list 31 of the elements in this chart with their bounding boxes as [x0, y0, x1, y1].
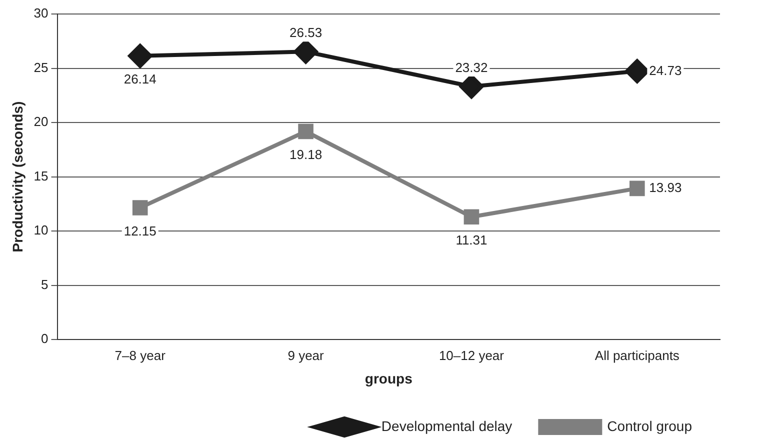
data-label: 24.73: [649, 62, 682, 78]
y-tick-label: 25: [34, 60, 48, 75]
x-tick-label: All participants: [594, 348, 680, 363]
point: [298, 124, 314, 140]
data-label: 23.32: [455, 60, 488, 76]
point: [630, 180, 645, 196]
legend-label: Developmental delay: [381, 418, 512, 434]
y-tick-label: 5: [41, 276, 48, 292]
y-axis-title: Productivity (seconds): [9, 101, 26, 252]
x-tick-label: 7–8 year: [114, 348, 166, 363]
y-tick-label: 30: [34, 6, 48, 21]
y-tick-label: 20: [34, 114, 48, 130]
point: [132, 200, 148, 216]
y-tick-label: 15: [34, 168, 48, 184]
x-tick-label: 9 year: [288, 348, 325, 363]
data-label: 12.15: [124, 223, 156, 238]
data-label: 26.14: [124, 71, 156, 86]
y-tick-label: 0: [41, 331, 48, 346]
data-label: 19.18: [290, 147, 322, 162]
data-label: 13.93: [649, 180, 682, 195]
point: [459, 74, 484, 98]
x-tick-label: 10–12 year: [438, 348, 505, 363]
point: [625, 59, 650, 84]
data-label: 11.31: [456, 232, 488, 248]
y-tick-label: 10: [34, 222, 48, 238]
point: [294, 40, 318, 64]
legend-label: Control group: [607, 418, 692, 434]
data-label: 26.53: [290, 25, 322, 40]
point: [464, 209, 480, 225]
x-axis-title: groups: [364, 370, 413, 386]
point: [128, 44, 152, 68]
